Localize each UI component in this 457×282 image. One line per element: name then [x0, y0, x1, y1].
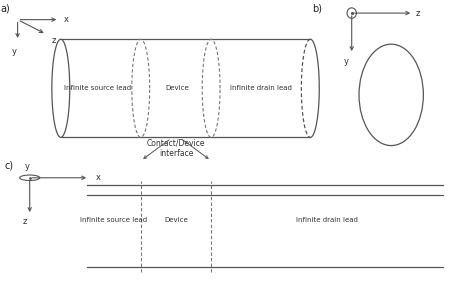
Text: y: y: [343, 57, 348, 66]
Text: Infinite drain lead: Infinite drain lead: [296, 217, 358, 223]
Text: x: x: [96, 173, 101, 182]
Text: Infinite source lead: Infinite source lead: [64, 85, 131, 91]
Text: Device: Device: [164, 217, 188, 223]
Text: z: z: [51, 36, 56, 45]
Text: c): c): [5, 160, 14, 170]
Text: Device: Device: [166, 85, 189, 91]
Text: Infinite drain lead: Infinite drain lead: [230, 85, 292, 91]
Text: Infinite source lead: Infinite source lead: [80, 217, 147, 223]
Text: y: y: [12, 47, 17, 56]
Text: x: x: [64, 15, 69, 24]
Text: z: z: [416, 8, 420, 17]
Text: y: y: [25, 162, 30, 171]
Text: b): b): [312, 3, 322, 13]
Text: z: z: [23, 217, 27, 226]
Text: a): a): [0, 3, 10, 13]
Text: Contact/Device
interface: Contact/Device interface: [147, 138, 205, 158]
